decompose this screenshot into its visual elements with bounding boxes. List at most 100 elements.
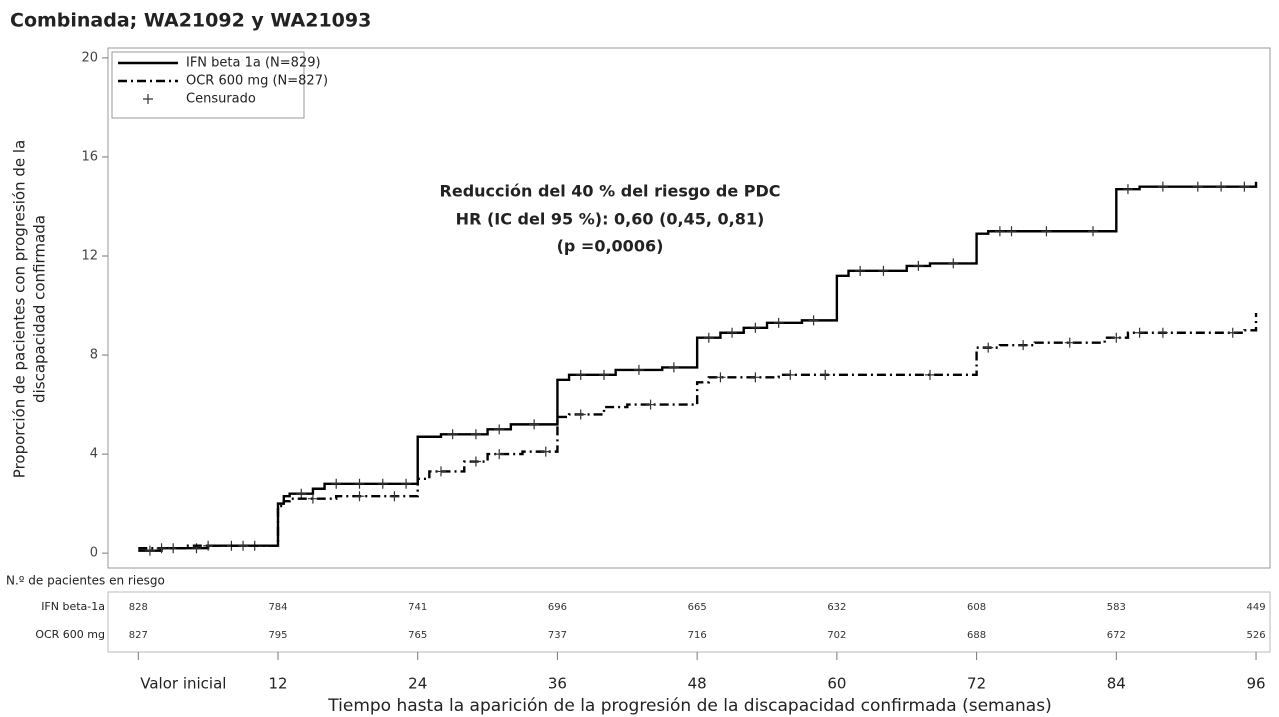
censor-mark: [750, 372, 761, 383]
risk-count: 608: [967, 602, 986, 613]
x-tick-label: 12: [268, 675, 287, 693]
censor-mark: [354, 491, 365, 502]
risk-row-label: IFN beta-1a: [41, 600, 105, 613]
y-axis-label: Proporción de pacientes con progresión d…: [11, 140, 29, 478]
censor-mark: [156, 543, 167, 554]
annotation: HR (IC del 95 %): 0,60 (0,45, 0,81): [456, 210, 765, 229]
risk-count: 827: [129, 630, 148, 641]
risk-count: 688: [967, 630, 986, 641]
y-tick-label: 8: [90, 348, 98, 363]
risk-count: 716: [688, 630, 707, 641]
censor-mark: [599, 369, 610, 380]
censor-mark: [1122, 184, 1133, 195]
censor-mark: [1134, 327, 1145, 338]
x-tick-label: 24: [408, 675, 427, 693]
x-axis-label: Tiempo hasta la aparición de la progresi…: [327, 696, 1051, 716]
censor-mark: [668, 362, 679, 373]
censor-mark: [331, 478, 342, 489]
risk-count: 737: [548, 630, 567, 641]
censor-mark: [878, 265, 889, 276]
km-curve: [138, 312, 1258, 550]
risk-count: 526: [1246, 630, 1265, 641]
censor-mark: [1064, 337, 1075, 348]
censor-mark: [1227, 327, 1238, 338]
y-tick-label: 0: [90, 546, 98, 561]
censor-mark: [1111, 332, 1122, 343]
censor-mark: [575, 369, 586, 380]
risk-count: 632: [827, 602, 846, 613]
y-tick-label: 16: [81, 149, 98, 164]
censor-mark: [808, 315, 819, 326]
risk-count: 741: [408, 602, 427, 613]
x-tick-label: 36: [548, 675, 567, 693]
y-axis-label: discapacidad confirmada: [31, 215, 49, 403]
censor-mark: [203, 540, 214, 551]
censor-mark: [750, 322, 761, 333]
censor-mark: [1018, 340, 1029, 351]
censor-mark: [983, 342, 994, 353]
censor-mark: [785, 369, 796, 380]
annotation: (p =0,0006): [557, 237, 664, 256]
censor-mark: [1006, 226, 1017, 237]
risk-table-frame: [107, 591, 1271, 653]
risk-count: 784: [268, 602, 287, 613]
x-tick-label: 48: [688, 675, 707, 693]
risk-count: 696: [548, 602, 567, 613]
censor-mark: [1157, 327, 1168, 338]
censor-mark: [447, 429, 458, 440]
censor-mark: [727, 327, 738, 338]
censor-mark: [377, 478, 388, 489]
annotation: Reducción del 40 % del riesgo de PDC: [440, 182, 781, 201]
risk-count: 795: [268, 630, 287, 641]
censor-mark: [715, 372, 726, 383]
censor-mark: [470, 429, 481, 440]
censor-mark: [994, 226, 1005, 237]
censor-mark: [470, 456, 481, 467]
x-tick-label: 60: [827, 675, 846, 693]
x-tick-label: 72: [967, 675, 986, 693]
censor-mark: [1216, 181, 1227, 192]
plot-frame: [107, 47, 1271, 569]
censor-mark: [435, 466, 446, 477]
censor-mark: [1157, 181, 1168, 192]
censor-mark: [575, 409, 586, 420]
censor-mark: [238, 540, 249, 551]
x-tick-label: 96: [1246, 675, 1265, 693]
censor-mark: [645, 399, 656, 410]
legend-censor: [143, 94, 153, 104]
risk-count: 765: [408, 630, 427, 641]
censor-mark: [913, 260, 924, 271]
legend-label: IFN beta 1a (N=829): [186, 56, 321, 71]
y-tick-label: 4: [90, 447, 98, 462]
legend-label: Censurado: [186, 92, 256, 107]
censor-mark: [925, 369, 936, 380]
x-tick-label: 84: [1107, 675, 1126, 693]
censor-mark: [855, 265, 866, 276]
censor-mark: [820, 369, 831, 380]
legend-label: OCR 600 mg (N=827): [186, 74, 328, 89]
risk-count: 828: [129, 602, 148, 613]
censor-mark: [540, 446, 551, 457]
risk-row-label: OCR 600 mg: [35, 628, 105, 641]
risk-count: 702: [827, 630, 846, 641]
censor-mark: [1192, 181, 1203, 192]
censor-mark: [307, 493, 318, 504]
km-curve: [138, 181, 1258, 552]
censor-mark: [354, 478, 365, 489]
censor-mark: [494, 424, 505, 435]
censor-mark: [529, 419, 540, 430]
risk-table-title: N.º de pacientes en riesgo: [6, 574, 165, 588]
censor-mark: [296, 488, 307, 499]
censor-mark: [1041, 226, 1052, 237]
censor-mark: [1088, 226, 1099, 237]
censor-mark: [389, 491, 400, 502]
censor-mark: [703, 332, 714, 343]
censor-mark: [144, 545, 155, 556]
censor-mark: [633, 364, 644, 375]
y-tick-label: 20: [81, 50, 98, 65]
censor-mark: [1239, 181, 1250, 192]
y-tick-label: 12: [81, 249, 98, 264]
chart-title: Combinada; WA21092 y WA21093: [10, 10, 371, 32]
risk-count: 583: [1107, 602, 1126, 613]
